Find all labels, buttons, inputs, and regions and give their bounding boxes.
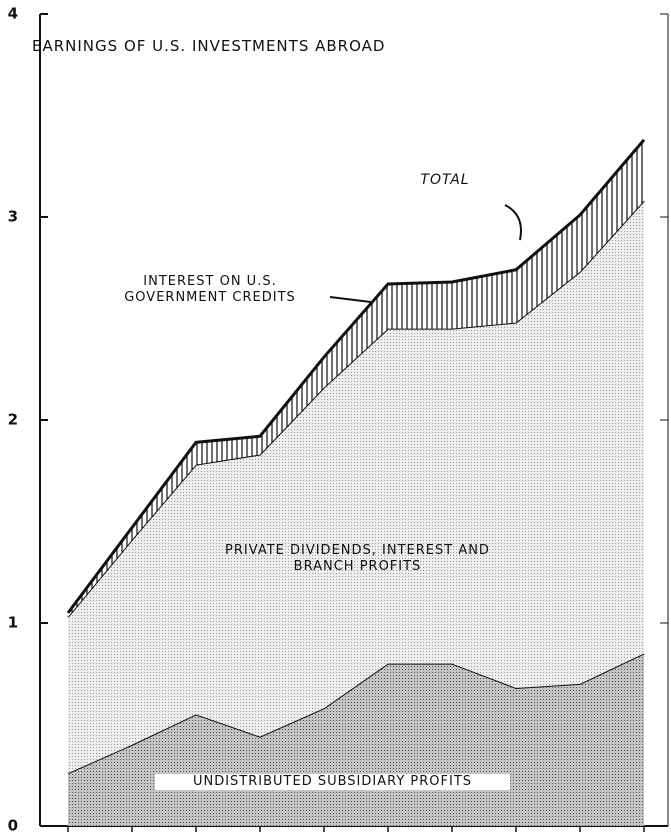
y-tick-label: 3 bbox=[8, 208, 18, 226]
total-arrow bbox=[504, 204, 522, 241]
chart-title: EARNINGS OF U.S. INVESTMENTS ABROAD bbox=[32, 37, 386, 55]
annotation: TOTAL bbox=[420, 172, 470, 188]
series-label: PRIVATE DIVIDENDS, INTEREST AND BRANCH P… bbox=[225, 543, 490, 574]
series-label: UNDISTRIBUTED SUBSIDIARY PROFITS bbox=[155, 774, 510, 790]
y-tick-label: 2 bbox=[8, 411, 18, 429]
series-label: INTEREST ON U.S. GOVERNMENT CREDITS bbox=[124, 274, 296, 305]
area-outline bbox=[66, 138, 646, 614]
y-tick-label: 0 bbox=[8, 817, 18, 834]
area bbox=[68, 200, 644, 774]
y-tick-label: 1 bbox=[8, 614, 18, 632]
y-tick-label: 4 bbox=[8, 5, 18, 23]
